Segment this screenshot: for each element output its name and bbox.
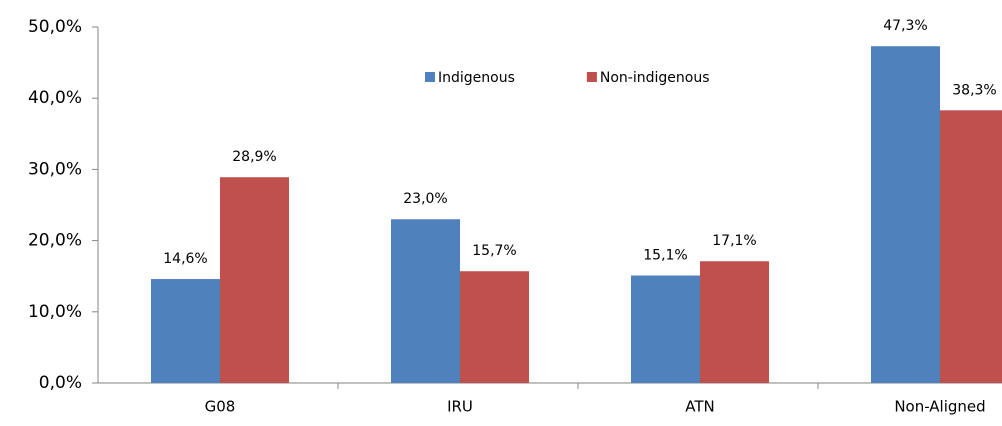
- y-tick-label: 50,0%: [28, 17, 82, 37]
- y-tick-label: 0,0%: [39, 373, 82, 393]
- value-label: 23,0%: [403, 191, 447, 207]
- value-label: 47,3%: [883, 18, 927, 34]
- value-label: 17,1%: [712, 233, 756, 249]
- value-label: 15,1%: [643, 247, 687, 263]
- bar: [871, 46, 940, 383]
- legend-label: Indigenous: [438, 70, 515, 86]
- bar: [151, 279, 220, 383]
- bar: [940, 110, 1002, 383]
- legend-label: Non-indigenous: [600, 70, 710, 86]
- value-label: 28,9%: [232, 149, 276, 165]
- y-tick-label: 40,0%: [28, 88, 82, 108]
- y-tick-label: 10,0%: [28, 302, 82, 322]
- x-tick-label: Non-Aligned: [894, 398, 985, 416]
- x-tick-label: G08: [205, 398, 236, 416]
- legend-swatch: [586, 72, 597, 82]
- y-tick-label: 30,0%: [28, 159, 82, 179]
- value-label: 15,7%: [472, 243, 516, 259]
- bar: [631, 275, 700, 383]
- bar: [700, 261, 769, 383]
- bar: [391, 219, 460, 383]
- bar: [220, 177, 289, 383]
- bar: [460, 271, 529, 383]
- value-label: 38,3%: [952, 82, 996, 98]
- x-tick-label: IRU: [447, 398, 473, 416]
- y-tick-label: 20,0%: [28, 231, 82, 251]
- x-tick-label: ATN: [685, 398, 714, 416]
- legend-swatch: [425, 72, 435, 82]
- value-label: 14,6%: [163, 251, 207, 267]
